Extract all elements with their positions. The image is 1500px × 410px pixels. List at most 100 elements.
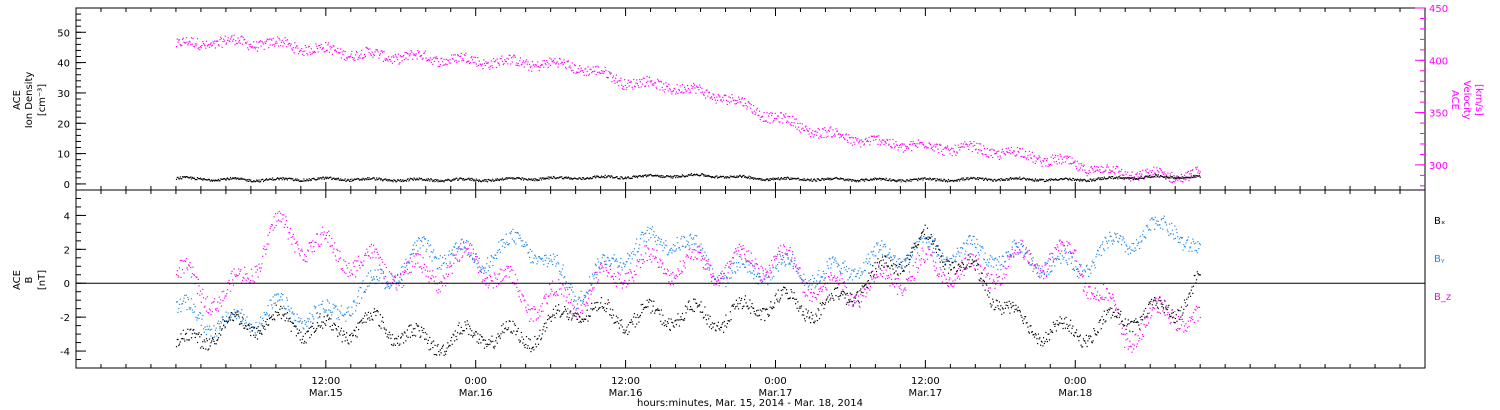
bz-point [636,259,638,261]
bz-point [201,293,203,295]
by-point [1198,248,1200,250]
velocity-point [675,91,677,93]
velocity-point [525,59,528,61]
bz-point [409,257,411,259]
density-point [325,178,327,180]
velocity-point [733,99,735,101]
velocity-point [1155,176,1157,178]
velocity-point [1127,171,1129,173]
velocity-point [791,121,793,124]
density-point [425,179,427,181]
density-point [817,178,819,180]
by-point [363,291,365,293]
velocity-point [193,46,196,48]
by-point [322,308,324,310]
density-point [1129,177,1131,179]
density-point [1099,178,1101,181]
density-point [804,179,806,182]
density-point [433,179,435,181]
by-point [615,258,617,260]
density-point [896,180,899,182]
velocity-point [690,85,692,87]
by-point [735,262,737,264]
density-point [375,179,377,181]
by-point [720,272,722,274]
density-point [340,179,342,182]
velocity-point [902,151,905,153]
bz-point [698,246,700,248]
density-point [849,178,851,180]
density-point [225,179,227,181]
by-point [741,258,743,260]
by-point [592,275,594,277]
velocity-point [974,149,976,151]
density-point [1076,180,1078,182]
velocity-point [320,43,322,45]
by-point [431,260,433,262]
velocity-point [299,49,301,51]
bz-point [522,295,524,297]
density-point [690,173,692,175]
density-point [807,178,809,180]
by-point [887,253,890,256]
by-point [804,284,806,286]
by-point [672,249,674,251]
by-point [588,276,591,278]
by-point [555,263,558,265]
velocity-point [247,47,249,49]
by-point [988,261,990,263]
density-point [708,175,710,177]
by-point [454,243,456,245]
density-point [1097,178,1099,180]
velocity-point [589,68,591,70]
velocity-point [201,44,203,47]
bz-point [711,275,713,278]
top-y-tick-label: 0 [64,180,70,191]
by-point [254,332,256,334]
density-point [239,177,241,179]
velocity-point [555,63,557,65]
bz-point [630,272,632,274]
bz-point [319,245,321,247]
bz-point [722,275,724,278]
by-point [212,336,214,338]
by-point [1038,265,1040,267]
density-point [1007,178,1009,180]
velocity-point [838,133,840,135]
density-point [466,178,468,180]
density-point [1106,178,1108,180]
velocity-point [1075,165,1077,167]
by-point [606,256,609,259]
density-point [827,177,829,179]
bz-point [212,301,214,303]
by-point [474,259,476,261]
velocity-point [753,110,755,112]
density-point [180,178,182,180]
density-point [750,176,752,178]
velocity-point [729,102,731,104]
by-point [440,268,442,270]
density-point [940,178,942,180]
density-point [869,178,872,180]
density-point [973,177,975,179]
density-point [231,178,233,180]
density-point [951,179,953,181]
velocity-point [847,141,849,143]
by-point [599,268,601,270]
bz-point [580,304,582,306]
by-point [617,266,619,268]
velocity-point [552,61,554,63]
velocity-point [727,100,729,103]
velocity-point [781,117,783,120]
velocity-point [1031,157,1033,159]
velocity-point [1186,171,1189,173]
velocity-point [1169,173,1171,175]
by-point [317,317,319,319]
density-point [334,178,336,180]
density-point [445,179,447,181]
velocity-point [779,121,781,123]
velocity-point [532,64,534,66]
by-point [872,254,874,256]
by-point [642,231,644,234]
velocity-point [1191,170,1193,172]
